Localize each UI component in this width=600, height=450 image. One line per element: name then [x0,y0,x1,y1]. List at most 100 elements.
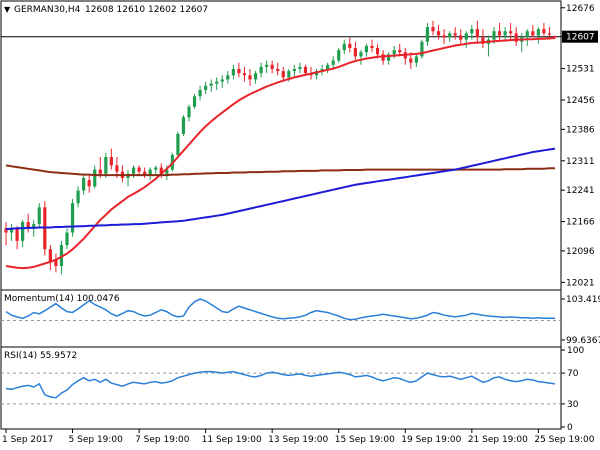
candle-body[interactable] [475,29,479,38]
candle-body[interactable] [187,106,191,118]
candle-body[interactable] [503,31,507,36]
candle-body[interactable] [420,41,424,57]
candle-body[interactable] [226,75,230,80]
candle-body[interactable] [453,33,457,36]
candle-body[interactable] [459,35,463,40]
candle-body[interactable] [547,33,552,35]
candle-body[interactable] [448,33,452,38]
candle-body[interactable] [87,180,91,187]
candle-body[interactable] [215,81,219,84]
candle-body[interactable] [292,68,296,72]
candle-body[interactable] [198,89,202,97]
candle-body[interactable] [387,54,391,61]
price-panel[interactable] [1,20,561,275]
candle-body[interactable] [497,31,502,36]
candle-body[interactable] [265,64,269,67]
candle-body[interactable] [231,68,235,76]
candle-body[interactable] [37,207,41,225]
candle-body[interactable] [464,33,468,40]
candle-body[interactable] [414,56,418,63]
candle-body[interactable] [82,177,86,191]
candle-body[interactable] [98,169,102,174]
candle-body[interactable] [220,79,224,82]
candle-body[interactable] [270,64,274,69]
candle-body[interactable] [398,50,402,53]
rsi-title: RSI(14) 55.9572 [4,351,77,361]
candle-body[interactable] [104,157,108,174]
triangle-down-icon[interactable]: ▼ [4,5,11,14]
candle-body[interactable] [21,222,25,241]
candle-body[interactable] [348,43,352,49]
candle-body[interactable] [492,31,496,40]
candle-body[interactable] [364,45,369,53]
candle-body[interactable] [115,165,119,172]
time-axis: 1 Sep 2017 5 Sep 19:00 7 Sep 19:00 11 Sep 1… [2,429,595,445]
candle-body[interactable] [337,50,341,61]
candle-body[interactable] [320,68,324,72]
candle-body[interactable] [192,96,197,107]
candle-body[interactable] [375,48,380,55]
candle-body[interactable] [4,228,8,233]
candle-body[interactable] [542,29,546,34]
candle-body[interactable] [76,190,80,204]
candle-body[interactable] [70,203,75,233]
candle-body[interactable] [26,222,30,229]
candle-body[interactable] [15,228,19,241]
rsi-panel[interactable] [1,370,561,405]
candle-body[interactable] [148,169,152,176]
candle-body[interactable] [176,133,180,155]
candle-body[interactable] [431,27,435,32]
candle-body[interactable] [553,36,557,38]
candle-body[interactable] [370,45,374,49]
candle-body[interactable] [237,68,241,74]
candle-body[interactable] [509,31,513,34]
candle-body[interactable] [209,83,213,86]
candle-body[interactable] [514,33,518,42]
candle-body[interactable] [470,29,474,34]
candle-body[interactable] [525,31,529,38]
candle-body[interactable] [259,66,263,74]
candle-body[interactable] [253,73,258,80]
candle-body[interactable] [359,52,363,57]
time-axis-label: 15 Sep 19:00 [335,435,395,445]
candle-body[interactable] [481,37,485,44]
candle-body[interactable] [48,249,52,262]
candle-body[interactable] [392,50,396,55]
candle-body[interactable] [181,117,186,134]
candle-body[interactable] [409,58,413,63]
candle-body[interactable] [531,31,535,36]
candle-body[interactable] [165,169,169,174]
candle-body[interactable] [32,224,36,229]
candle-body[interactable] [298,66,302,69]
candle-body[interactable] [536,29,540,36]
candle-body[interactable] [159,167,163,174]
candle-body[interactable] [342,43,346,51]
candle-body[interactable] [326,64,330,69]
candle-body[interactable] [9,228,14,233]
candle-body[interactable] [109,157,113,166]
candle-body[interactable] [276,68,280,72]
candle-body[interactable] [54,259,58,267]
candle-body[interactable] [381,54,385,61]
candle-body[interactable] [137,167,141,172]
candle-body[interactable] [303,66,308,74]
candle-body[interactable] [242,73,247,76]
candle-body[interactable] [143,171,147,176]
candle-body[interactable] [425,27,430,42]
candle-body[interactable] [93,169,97,187]
candle-body[interactable] [353,48,357,57]
price-axis-label: 12241 [566,186,595,196]
candle-body[interactable] [59,245,64,267]
candle-body[interactable] [204,85,208,90]
candle-body[interactable] [131,167,136,174]
candle-body[interactable] [442,35,446,38]
candle-body[interactable] [287,71,291,78]
momentum-panel[interactable] [1,298,561,321]
candle-body[interactable] [436,31,441,36]
candle-body[interactable] [281,71,285,78]
candle-body[interactable] [331,60,335,65]
candle-body[interactable] [65,232,69,246]
candle-body[interactable] [248,75,252,80]
candle-body[interactable] [154,167,158,170]
